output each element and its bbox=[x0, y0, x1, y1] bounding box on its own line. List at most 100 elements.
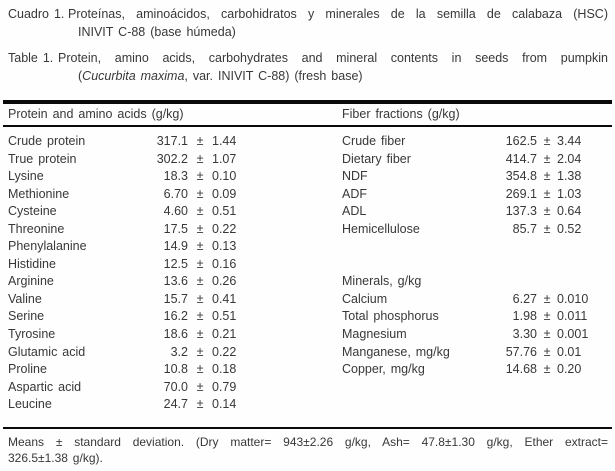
item-sd-value: 0.20 bbox=[557, 362, 582, 377]
item-label: Phenylalanine bbox=[8, 239, 87, 254]
caption-spanish: Cuadro 1. Proteínas, aminoácidos, carboh… bbox=[8, 5, 608, 41]
item-label: Glutamic acid bbox=[8, 344, 86, 359]
footnote-top-rule bbox=[3, 427, 612, 429]
item-mean-value: 14.68 bbox=[505, 362, 537, 377]
table-row: Arginine 13.6 ± 0.26 Minerals, g/kg bbox=[0, 273, 615, 291]
plus-minus-sign: ± bbox=[196, 291, 204, 306]
item-mean-value bbox=[488, 396, 537, 414]
plus-minus-sign: ± bbox=[543, 134, 551, 148]
item-mean-value: 317.1 bbox=[156, 134, 188, 148]
plus-minus-sign: ± bbox=[196, 256, 204, 271]
item-mean-value: 13.6 bbox=[163, 274, 188, 289]
header-bottom-rule bbox=[3, 125, 612, 127]
table-row: Cysteine 4.60 ± 0.51 ADL 137.3 ± 0.64 bbox=[0, 203, 615, 221]
top-thick-rule bbox=[3, 100, 612, 104]
plus-minus-sign: ± bbox=[543, 151, 551, 166]
item-sd-value: 0.16 bbox=[212, 256, 237, 271]
item-label: Cysteine bbox=[8, 204, 57, 219]
caption-english-label: Table 1. bbox=[8, 51, 54, 65]
item-sd-value bbox=[557, 396, 615, 414]
plus-minus-sign: ± bbox=[196, 397, 204, 412]
item-label: True protein bbox=[8, 151, 77, 166]
left-column-header: Protein and amino acids (g/kg) bbox=[8, 107, 184, 121]
item-label: Histidine bbox=[8, 256, 56, 271]
plus-minus-sign: ± bbox=[196, 362, 204, 377]
item-mean-value: 3.30 bbox=[512, 327, 537, 342]
item-mean-value: 10.8 bbox=[163, 362, 188, 377]
item-label: NDF bbox=[342, 169, 368, 184]
caption-spanish-line2: INIVIT C-88 (base húmeda) bbox=[78, 25, 236, 39]
item-sd-value: 0.18 bbox=[212, 362, 237, 377]
plus-minus-sign: ± bbox=[196, 169, 204, 184]
item-mean-value: 354.8 bbox=[505, 169, 537, 184]
item-sd-value: 1.07 bbox=[212, 151, 237, 166]
item-mean-value: 6.70 bbox=[163, 186, 188, 201]
plus-minus-sign: ± bbox=[543, 344, 551, 359]
item-sd-value: 0.52 bbox=[557, 221, 582, 236]
table-row: True protein 302.2 ± 1.07 Dietary fiber … bbox=[0, 151, 615, 169]
item-mean-value: 14.9 bbox=[163, 239, 188, 254]
item-label: Copper, mg/kg bbox=[342, 362, 425, 377]
item-mean-value: 12.5 bbox=[163, 256, 188, 271]
table-row: Lysine 18.3 ± 0.10 NDF 354.8 ± 1.38 bbox=[0, 168, 615, 186]
item-mean-value: 18.3 bbox=[163, 169, 188, 184]
item-sd-value: 0.41 bbox=[212, 291, 237, 306]
item-label: ADF bbox=[342, 186, 367, 201]
item-mean-value: 6.27 bbox=[512, 291, 537, 306]
item-label: Aspartic acid bbox=[8, 379, 82, 394]
item-sd-value: 0.22 bbox=[212, 221, 237, 236]
item-mean-value: 414.7 bbox=[505, 151, 537, 166]
plus-minus-sign: ± bbox=[196, 274, 204, 289]
item-mean-value: 16.2 bbox=[163, 309, 188, 324]
plus-minus-sign: ± bbox=[543, 291, 551, 306]
item-mean-value: 3.2 bbox=[170, 344, 188, 359]
item-sd-value: 0.51 bbox=[212, 204, 237, 219]
plus-minus-sign bbox=[537, 238, 557, 256]
plus-minus-sign: ± bbox=[196, 134, 204, 148]
plus-minus-sign: ± bbox=[196, 379, 204, 394]
item-sd-value: 2.04 bbox=[557, 151, 582, 166]
item-sd-value: 0.21 bbox=[212, 327, 237, 342]
item-sd-value bbox=[557, 273, 615, 291]
item-label: Total phosphorus bbox=[342, 309, 439, 324]
caption-spanish-text: Proteínas, aminoácidos, carbohidratos y … bbox=[68, 7, 608, 21]
table-body: Crude protein 317.1 ± 1.44 Crude fiber 1… bbox=[0, 133, 615, 414]
plus-minus-sign: ± bbox=[543, 169, 551, 184]
item-label: Serine bbox=[8, 309, 45, 324]
item-mean-value: 162.5 bbox=[505, 134, 537, 148]
item-sd-value: 0.10 bbox=[212, 169, 237, 184]
item-sd-value: 0.51 bbox=[212, 309, 237, 324]
item-sd-value: 0.010 bbox=[557, 291, 589, 306]
table-row: Phenylalanine 14.9 ± 0.13 bbox=[0, 238, 615, 256]
item-label: Threonine bbox=[8, 221, 65, 236]
item-mean-value: 302.2 bbox=[156, 151, 188, 166]
item-mean-value: 1.98 bbox=[512, 309, 537, 324]
plus-minus-sign bbox=[537, 379, 557, 397]
item-sd-value bbox=[557, 238, 615, 256]
item-label: Lysine bbox=[8, 169, 44, 184]
item-label: ADL bbox=[342, 204, 367, 219]
table-row: Histidine 12.5 ± 0.16 bbox=[0, 256, 615, 274]
table-row: Aspartic acid 70.0 ± 0.79 bbox=[0, 379, 615, 397]
item-sd-value: 0.79 bbox=[212, 379, 237, 394]
item-label: Valine bbox=[8, 291, 42, 306]
item-label: Magnesium bbox=[342, 327, 407, 342]
item-label: Proline bbox=[8, 362, 47, 377]
caption-english-line1: Table 1. Protein, amino acids, carbohydr… bbox=[8, 49, 608, 67]
footnote: Means ± standard deviation. (Dry matter=… bbox=[8, 435, 608, 466]
plus-minus-sign: ± bbox=[196, 221, 204, 236]
item-label: Leucine bbox=[8, 397, 52, 412]
caption-spanish-line1: Cuadro 1. Proteínas, aminoácidos, carboh… bbox=[8, 5, 608, 23]
item-mean-value bbox=[488, 238, 537, 256]
plus-minus-sign bbox=[537, 396, 557, 414]
caption-english-line2-prefix: ( bbox=[78, 69, 83, 83]
right-column-header: Fiber fractions (g/kg) bbox=[342, 107, 460, 121]
plus-minus-sign: ± bbox=[543, 362, 551, 377]
item-sd-value: 0.09 bbox=[212, 186, 237, 201]
item-label: Minerals, g/kg bbox=[342, 274, 422, 289]
item-sd-value: 3.44 bbox=[557, 134, 582, 148]
plus-minus-sign: ± bbox=[543, 327, 551, 342]
item-sd-value: 0.01 bbox=[557, 344, 582, 359]
item-label bbox=[342, 238, 488, 256]
